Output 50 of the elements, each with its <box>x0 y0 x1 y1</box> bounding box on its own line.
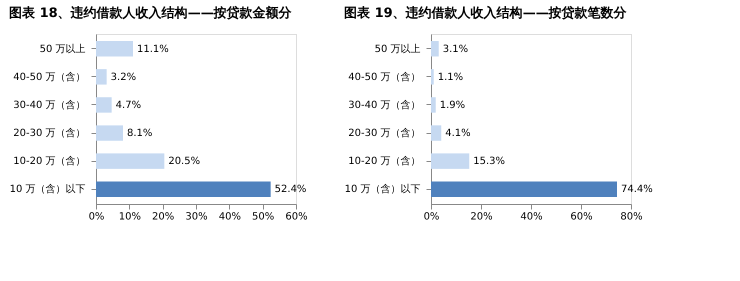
data-label: 20.5% <box>168 156 200 168</box>
bar <box>431 41 439 56</box>
x-tick-label: 40% <box>520 212 543 222</box>
x-tick-label: 10% <box>118 212 141 222</box>
data-label: 4.1% <box>445 128 471 140</box>
data-label: 1.9% <box>440 100 466 111</box>
x-tick-label: 60% <box>285 212 308 222</box>
y-tick-label: 50 万以上 <box>374 42 420 55</box>
x-tick-label: 0% <box>424 212 440 222</box>
y-tick-label: 10 万（含）以下 <box>344 183 420 196</box>
y-tick-label: 40-50 万（含） <box>13 70 86 83</box>
chart-title: 图表 18、违约借款人收入结构——按贷款金额分 <box>9 5 293 21</box>
bar <box>96 69 107 85</box>
x-tick-label: 20% <box>152 212 174 222</box>
bar <box>96 41 133 56</box>
bar <box>431 153 470 169</box>
data-label: 1.1% <box>438 72 464 83</box>
bar <box>96 153 164 169</box>
y-tick-label: 30-40 万（含） <box>348 98 420 111</box>
data-label: 3.2% <box>110 72 136 83</box>
bar <box>431 97 436 113</box>
bar <box>431 182 617 197</box>
y-tick-label: 30-40 万（含） <box>13 98 86 111</box>
y-tick-label: 50 万以上 <box>40 42 86 55</box>
data-label: 74.4% <box>621 184 653 196</box>
x-tick-label: 0% <box>88 212 104 222</box>
x-tick-label: 60% <box>570 212 593 222</box>
y-tick-label: 10 万（含）以下 <box>10 183 86 196</box>
data-label: 4.7% <box>116 100 142 111</box>
x-tick-label: 30% <box>185 212 208 222</box>
x-tick-label: 50% <box>252 212 274 222</box>
x-tick-label: 20% <box>470 212 493 222</box>
data-label: 3.1% <box>442 44 468 55</box>
data-label: 15.3% <box>473 156 506 168</box>
y-tick-label: 20-30 万（含） <box>13 127 86 140</box>
bar <box>431 69 434 85</box>
y-tick-label: 40-50 万（含） <box>348 70 420 83</box>
bar <box>96 97 112 113</box>
chart-title: 图表 19、违约借款人收入结构——按贷款笔数分 <box>344 5 628 21</box>
y-tick-label: 10-20 万（含） <box>13 155 86 168</box>
y-tick-label: 10-20 万（含） <box>348 155 420 168</box>
x-tick-label: 80% <box>620 212 643 222</box>
bar <box>96 182 271 197</box>
bar <box>431 125 442 141</box>
data-label: 8.1% <box>127 128 152 140</box>
bar <box>96 125 123 141</box>
data-label: 11.1% <box>137 44 169 55</box>
data-label: 52.4% <box>274 184 306 196</box>
x-tick-label: 40% <box>218 212 241 222</box>
y-tick-label: 20-30 万（含） <box>348 127 420 140</box>
